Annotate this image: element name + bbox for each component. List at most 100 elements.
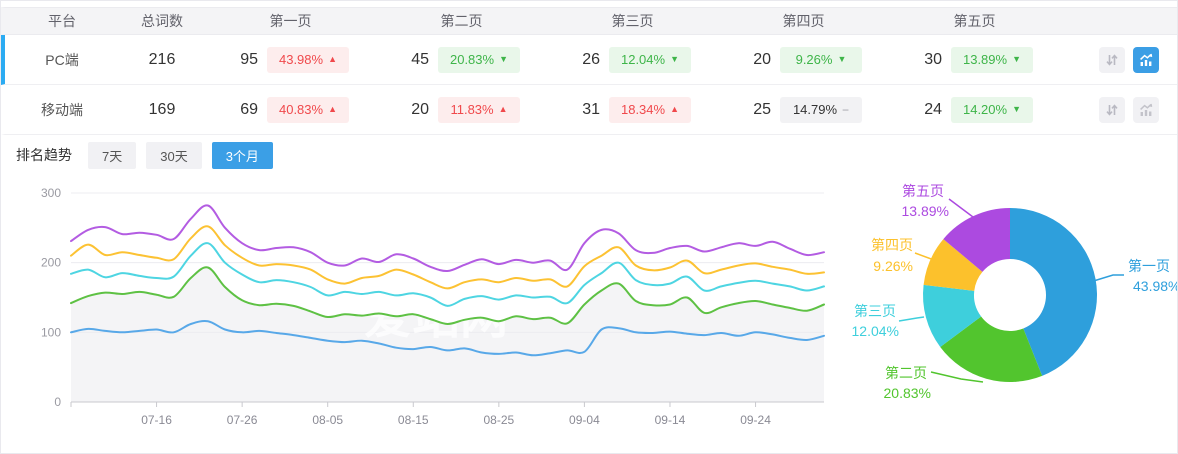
total-words-value: 169 (148, 100, 176, 118)
trend-body: 爱站网 0 100 200 300 07-16 07-26 08-05 08-15 08-25 09… (1, 175, 1177, 448)
page3-count: 31 (582, 100, 600, 118)
row-actions (1060, 46, 1177, 73)
svg-text:第四页: 第四页 (871, 237, 913, 253)
col-header-page2: 第二页 (440, 13, 483, 29)
donut-slice-第三页 (923, 284, 982, 347)
page-distribution-donut: 第一页 43.98% 第二页 20.83% 第三页 12.04% (831, 175, 1178, 448)
trend-line-chart: 爱站网 0 100 200 300 07-16 07-26 08-05 08-15 08-25 09… (1, 175, 831, 448)
svg-text:9.26%: 9.26% (873, 258, 913, 274)
page1-change-badge: 43.98% ▲ (267, 46, 349, 73)
rank-trend-section: 排名趋势 7天 30天 3个月 爱站网 0 100 200 300 07-16 07-26 0… (1, 135, 1177, 448)
trend-header: 排名趋势 7天 30天 3个月 (1, 135, 1177, 175)
page4-cell: 25 14.79% − (718, 96, 889, 123)
svg-text:200: 200 (41, 256, 61, 270)
svg-text:43.98%: 43.98% (1133, 278, 1178, 294)
page4-count: 25 (753, 100, 771, 118)
sort-button[interactable] (1099, 96, 1125, 123)
sort-arrows-icon (1105, 53, 1119, 67)
donut-slice-第五页 (943, 208, 1010, 272)
trend-chart-button[interactable] (1133, 96, 1159, 123)
svg-text:20.83%: 20.83% (884, 385, 931, 401)
page3-change-badge: 12.04% ▼ (609, 46, 691, 73)
platform-label: PC端 (45, 51, 79, 68)
row-actions (1060, 96, 1177, 123)
table-header-row: 平台 总词数 第一页 第二页 第三页 第四页 第五页 (1, 7, 1177, 35)
page4-change-badge: 14.79% − (780, 96, 862, 123)
down-arrow-icon: ▼ (1012, 54, 1021, 64)
col-header-page3: 第三页 (611, 13, 654, 29)
page1-change-badge: 40.83% ▲ (267, 96, 349, 123)
page1-cell: 95 43.98% ▲ (205, 46, 376, 73)
col-header-total-words: 总词数 (141, 13, 183, 29)
page4-change-badge: 9.26% ▼ (780, 46, 862, 73)
sort-button[interactable] (1099, 46, 1125, 73)
page3-cell: 31 18.34% ▲ (547, 96, 718, 123)
page3-cell: 26 12.04% ▼ (547, 46, 718, 73)
table-row-pc[interactable]: PC端 216 95 43.98% ▲ 45 20.83% ▼ 26 12.04% ▼… (1, 35, 1177, 85)
svg-text:300: 300 (41, 186, 61, 200)
page5-count: 30 (924, 50, 942, 68)
donut-label-page2: 第二页 20.83% (884, 365, 984, 401)
donut-label-page5: 第五页 13.89% (902, 183, 974, 219)
trend-chart-icon (1138, 102, 1154, 118)
up-arrow-icon: ▲ (328, 104, 337, 114)
svg-text:07-26: 07-26 (227, 413, 258, 427)
svg-text:07-16: 07-16 (141, 413, 172, 427)
table-row-mobile[interactable]: 移动端 169 69 40.83% ▲ 20 11.83% ▲ 31 18.34% ▲… (1, 85, 1177, 135)
page4-cell: 20 9.26% ▼ (718, 46, 889, 73)
page2-count: 20 (411, 100, 429, 118)
page5-cell: 24 14.20% ▼ (889, 96, 1060, 123)
col-header-page4: 第四页 (782, 13, 825, 29)
page3-change-badge: 18.34% ▲ (609, 96, 691, 123)
down-arrow-icon: ▼ (670, 54, 679, 64)
sort-arrows-icon (1105, 103, 1119, 117)
page-distribution-donut-svg: 第一页 43.98% 第二页 20.83% 第三页 12.04% (852, 183, 1178, 401)
page1-cell: 69 40.83% ▲ (205, 96, 376, 123)
page2-count: 45 (411, 50, 429, 68)
up-arrow-icon: ▲ (670, 104, 679, 114)
page5-cell: 30 13.89% ▼ (889, 46, 1060, 73)
svg-text:第五页: 第五页 (902, 183, 944, 199)
trend-chart-button[interactable] (1133, 46, 1159, 73)
donut-slice-第一页 (1010, 208, 1098, 376)
flat-dash-icon: − (842, 102, 850, 117)
svg-text:0: 0 (54, 395, 61, 409)
svg-text:12.04%: 12.04% (852, 323, 899, 339)
page2-cell: 45 20.83% ▼ (376, 46, 547, 73)
donut-slice-第四页 (923, 239, 983, 291)
down-arrow-icon: ▼ (1012, 104, 1021, 114)
col-header-page1: 第一页 (269, 13, 312, 29)
tab-7-days[interactable]: 7天 (88, 141, 137, 169)
svg-text:08-25: 08-25 (483, 413, 514, 427)
trend-section-title: 排名趋势 (16, 147, 72, 163)
svg-text:09-04: 09-04 (569, 413, 600, 427)
total-words-value: 216 (148, 50, 176, 68)
page5-count: 24 (924, 100, 942, 118)
svg-text:08-15: 08-15 (398, 413, 429, 427)
svg-text:13.89%: 13.89% (902, 203, 949, 219)
page3-count: 26 (582, 50, 600, 68)
donut-slice-第二页 (940, 316, 1043, 382)
svg-text:09-24: 09-24 (740, 413, 771, 427)
platform-label: 移动端 (41, 101, 83, 118)
col-header-page5: 第五页 (953, 13, 996, 29)
donut-slices (923, 208, 1098, 382)
page1-count: 69 (240, 100, 258, 118)
tab-30-days[interactable]: 30天 (146, 141, 202, 169)
svg-text:第二页: 第二页 (885, 365, 927, 381)
svg-text:第一页: 第一页 (1128, 258, 1170, 274)
ranking-table: 平台 总词数 第一页 第二页 第三页 第四页 第五页 PC端 216 95 43… (1, 1, 1177, 135)
col-header-platform: 平台 (48, 13, 76, 29)
down-arrow-icon: ▼ (499, 54, 508, 64)
page2-cell: 20 11.83% ▲ (376, 96, 547, 123)
down-arrow-icon: ▼ (837, 54, 847, 64)
page5-change-badge: 14.20% ▼ (951, 96, 1033, 123)
svg-text:100: 100 (41, 325, 61, 339)
page1-count: 95 (240, 50, 258, 68)
svg-text:第三页: 第三页 (854, 303, 896, 319)
tab-3-months[interactable]: 3个月 (211, 141, 273, 169)
up-arrow-icon: ▲ (328, 54, 337, 64)
page4-count: 20 (753, 50, 771, 68)
